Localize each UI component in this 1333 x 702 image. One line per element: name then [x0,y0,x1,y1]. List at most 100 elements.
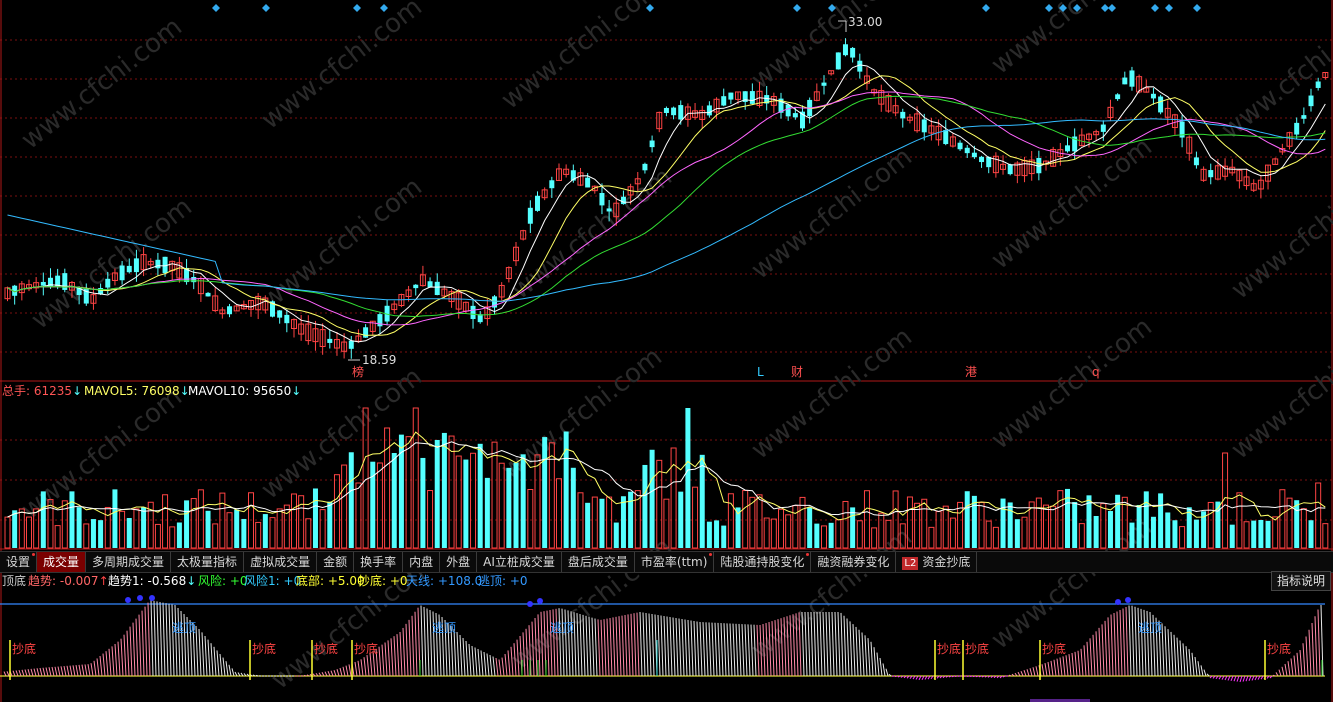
candle[interactable] [943,120,949,146]
candle[interactable] [498,282,505,301]
candle[interactable] [706,101,712,118]
volume-bar[interactable] [61,500,68,549]
candle[interactable] [90,287,97,310]
volume-bar[interactable] [577,492,584,549]
event-diamond[interactable] [1101,4,1109,12]
volume-bar[interactable] [928,526,935,549]
volume-bar[interactable] [1007,502,1013,548]
scroll-indicator[interactable] [1030,699,1090,702]
candle[interactable] [606,199,612,222]
candle[interactable] [227,303,233,318]
event-diamond[interactable] [380,4,388,12]
candle[interactable] [1301,107,1307,124]
volume-bar[interactable] [1258,519,1264,548]
volume-bar[interactable] [807,507,813,548]
volume-bar[interactable] [871,527,878,549]
candle[interactable] [455,289,462,319]
volume-bar[interactable] [276,508,283,549]
candle[interactable] [277,310,283,324]
candle[interactable] [585,173,591,188]
candle[interactable] [348,336,354,359]
volume-bar[interactable] [642,464,648,548]
volume-bar[interactable] [935,511,942,549]
event-diamond[interactable] [1193,4,1201,12]
tab-14[interactable]: L2 资金抄底 [896,552,978,572]
candle[interactable] [1272,157,1279,165]
volume-bar[interactable] [548,442,555,549]
candle[interactable] [863,67,870,90]
volume-bar[interactable] [1028,501,1035,549]
candle[interactable] [1078,128,1085,147]
volume-bar[interactable] [248,492,255,549]
candle[interactable] [642,162,648,174]
volume-bar[interactable] [850,507,856,548]
candle[interactable] [563,164,570,178]
candle[interactable] [284,309,290,333]
candle[interactable] [1072,128,1078,160]
candle[interactable] [55,268,61,290]
event-diamond[interactable] [828,4,836,12]
volume-bar[interactable] [1043,504,1050,549]
candle[interactable] [119,261,125,285]
volume-bar[interactable] [1065,488,1070,548]
volume-bar[interactable] [814,523,820,548]
candle[interactable] [327,329,333,349]
candle[interactable] [577,167,584,187]
volume-bar[interactable] [678,491,684,548]
candle[interactable] [671,106,677,120]
volume-bar[interactable] [885,519,892,549]
candle[interactable] [1294,117,1300,140]
candle[interactable] [749,83,755,105]
volume-bar[interactable] [828,522,834,548]
candle[interactable] [477,310,483,324]
candle[interactable] [1107,99,1114,122]
event-diamond[interactable] [793,4,801,12]
volume-bar[interactable] [484,477,490,548]
event-diamond[interactable] [1151,4,1159,12]
volume-bar[interactable] [477,443,483,548]
volume-bar[interactable] [842,500,849,549]
candle[interactable] [570,164,576,183]
volume-bar[interactable] [262,514,268,548]
volume-bar[interactable] [1265,520,1271,548]
volume-bar[interactable] [1308,520,1314,548]
volume-bar[interactable] [83,523,90,549]
candle[interactable] [1150,88,1156,105]
volume-bar[interactable] [1050,505,1057,549]
volume-bar[interactable] [18,508,25,549]
volume-bar[interactable] [1158,493,1164,548]
volume-bar[interactable] [985,520,992,549]
candle[interactable] [319,323,326,355]
candle[interactable] [1265,164,1272,190]
candle[interactable] [513,241,520,266]
candle[interactable] [1171,113,1178,135]
candle[interactable] [377,311,383,334]
volume-bar[interactable] [1165,512,1171,548]
tab-6[interactable]: 换手率 [354,552,404,572]
volume-bar[interactable] [269,517,276,549]
volume-bar[interactable] [714,520,720,548]
volume-bar[interactable] [706,521,712,548]
volume-bar[interactable] [12,510,18,548]
volume-bar[interactable] [1286,497,1293,549]
volume-bar[interactable] [162,494,169,549]
candle[interactable] [1115,93,1121,101]
volume-bar[interactable] [692,486,699,549]
candle[interactable] [147,258,154,269]
volume-bar[interactable] [197,489,204,549]
volume-bar[interactable] [98,520,104,548]
volume-bar[interactable] [899,523,906,549]
volume-bar[interactable] [104,506,111,549]
candle[interactable] [770,92,777,114]
event-label-bang[interactable]: 榜 [352,364,364,379]
candle[interactable] [1250,179,1257,192]
volume-bar[interactable] [405,436,412,549]
candle[interactable] [842,38,848,57]
volume-bar[interactable] [606,496,613,549]
candle[interactable] [111,268,118,286]
candle[interactable] [1007,163,1013,176]
candle[interactable] [1043,160,1050,171]
candle[interactable] [1122,71,1128,85]
volume-bar[interactable] [670,447,677,549]
volume-bar[interactable] [555,478,562,549]
